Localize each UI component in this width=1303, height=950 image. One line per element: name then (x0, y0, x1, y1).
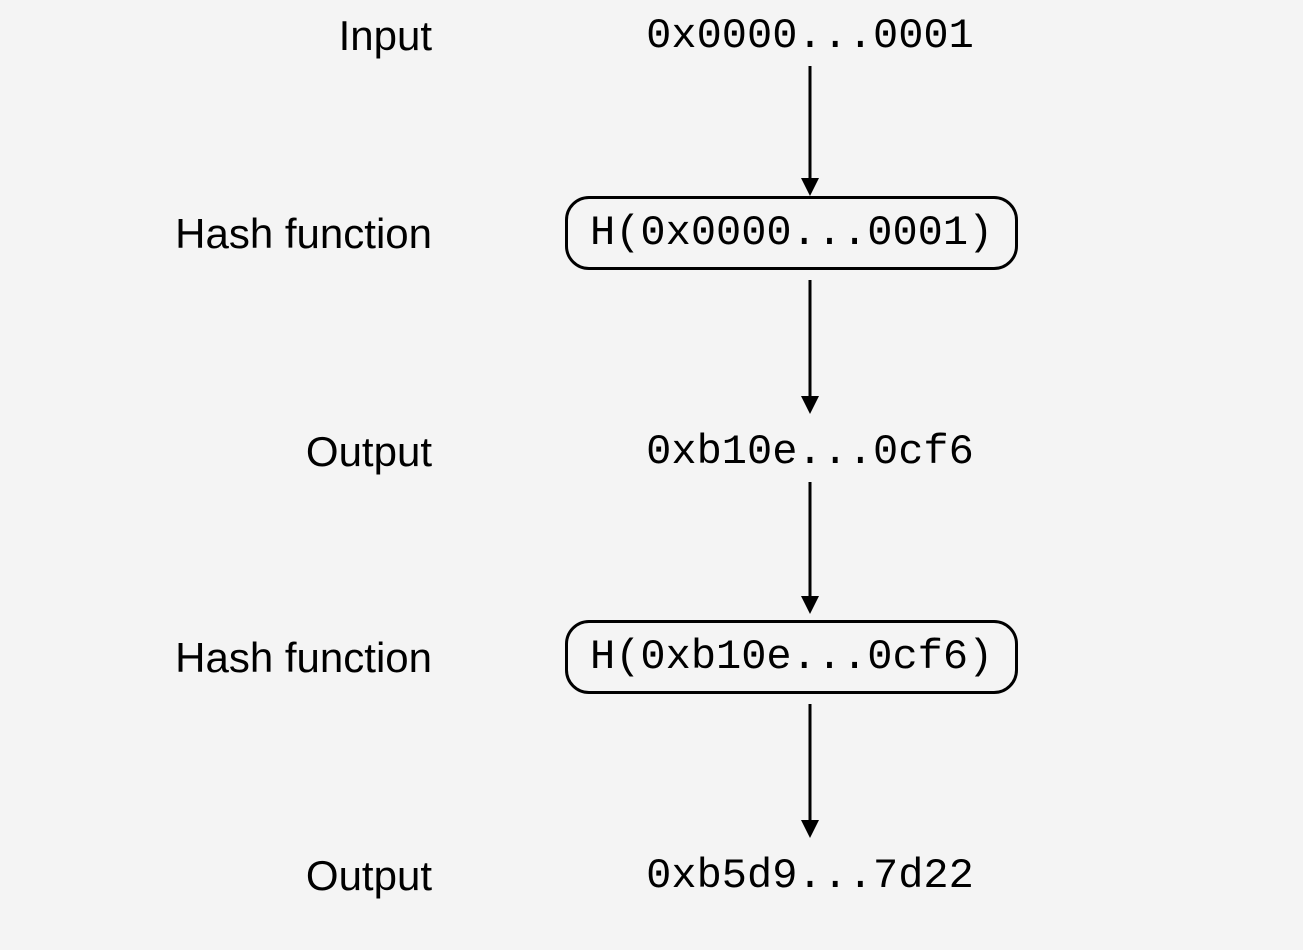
value-output-1: 0xb10e...0cf6 (590, 428, 1030, 476)
hash-box-1: H(0x0000...0001) (565, 196, 1018, 270)
arrow-3 (795, 482, 825, 618)
hash-box-2-value: H(0xb10e...0cf6) (590, 633, 993, 681)
arrow-2 (795, 280, 825, 418)
value-output-2: 0xb5d9...7d22 (590, 852, 1030, 900)
label-hash-2: Hash function (175, 634, 432, 682)
label-input: Input (339, 12, 432, 60)
label-output-1: Output (306, 428, 432, 476)
arrow-4 (795, 704, 825, 842)
hash-chain-diagram: Input 0x0000...0001 Hash function H(0x00… (0, 0, 1303, 950)
arrow-1 (795, 66, 825, 200)
hash-box-1-value: H(0x0000...0001) (590, 209, 993, 257)
value-input: 0x0000...0001 (590, 12, 1030, 60)
label-output-2: Output (306, 852, 432, 900)
label-hash-1: Hash function (175, 210, 432, 258)
hash-box-2: H(0xb10e...0cf6) (565, 620, 1018, 694)
